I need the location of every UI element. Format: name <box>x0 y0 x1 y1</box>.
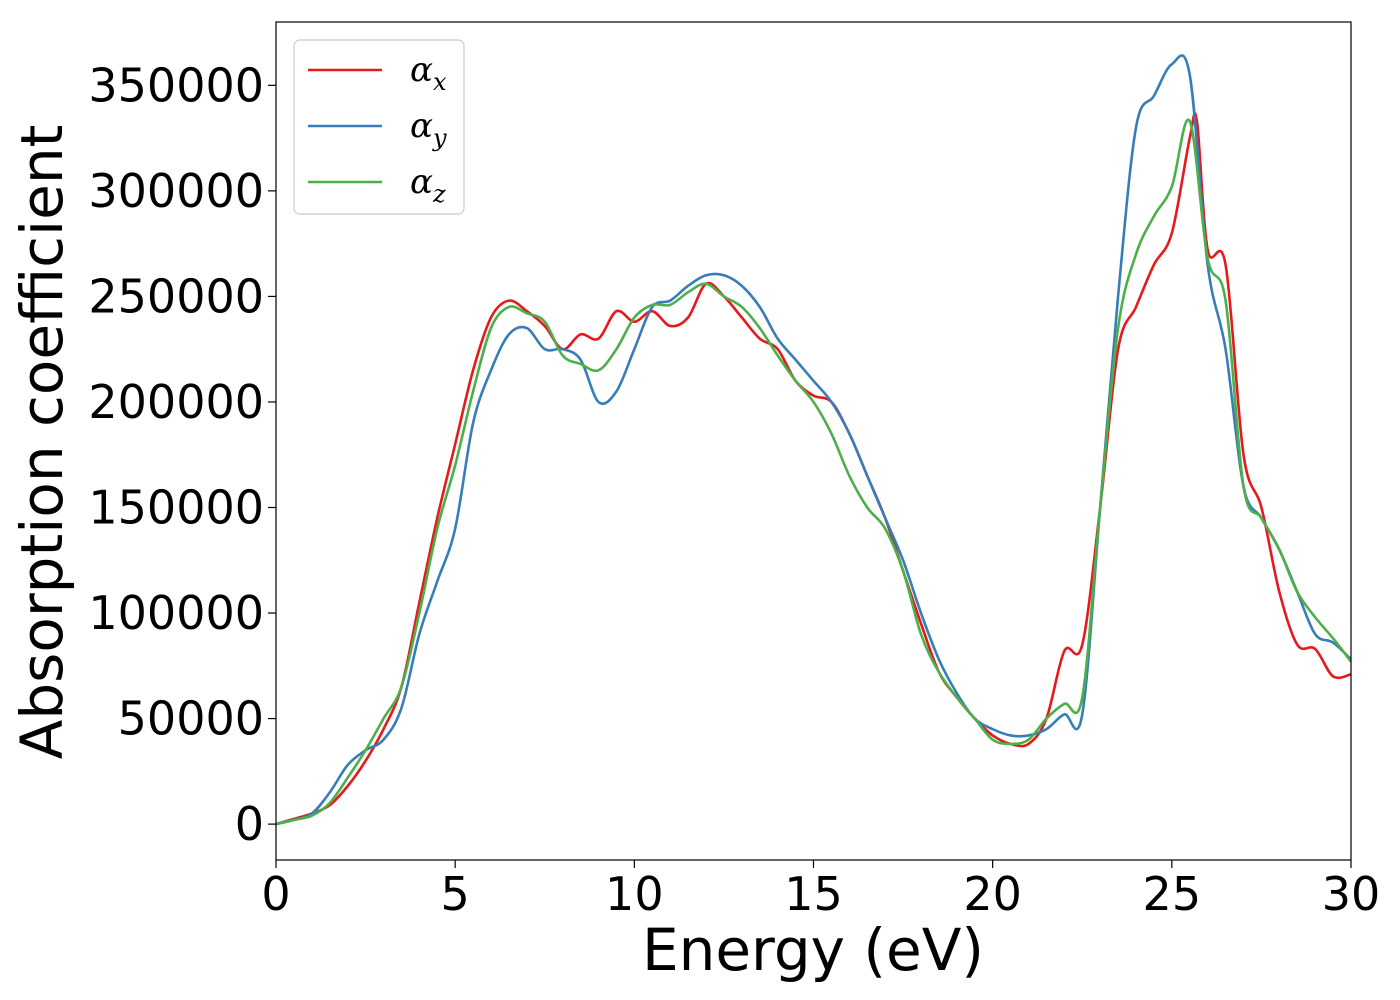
y-tick-label: 200000 <box>88 375 264 429</box>
x-axis-ticks: 0 5 10 15 20 25 30 <box>261 860 1380 921</box>
series-line-y <box>276 54 1351 826</box>
x-tick-label: 0 <box>261 867 290 921</box>
series-line-z <box>276 118 1351 826</box>
y-tick-label: 300000 <box>88 164 264 218</box>
plot-frame <box>275 21 1352 861</box>
legend-label-x: αx <box>410 50 447 96</box>
x-tick-label: 10 <box>605 867 664 921</box>
legend-label-y: αy <box>410 106 447 152</box>
series-layer <box>276 54 1351 826</box>
x-tick-label: 25 <box>1143 867 1202 921</box>
y-tick-label: 100000 <box>88 586 264 640</box>
legend-label-z: αz <box>410 162 446 208</box>
legend: αx αy αz <box>293 39 465 215</box>
y-axis-title: Absorption coefficient <box>8 125 76 760</box>
x-tick-label: 20 <box>963 867 1022 921</box>
x-tick-label: 5 <box>441 867 470 921</box>
y-tick-label: 250000 <box>88 269 264 323</box>
y-axis-ticks: 0 50000 100000 150000 200000 250000 300000 3500… <box>88 58 276 851</box>
y-tick-label: 150000 <box>88 480 264 534</box>
x-tick-label: 15 <box>784 867 843 921</box>
y-tick-label: 0 <box>235 797 264 851</box>
x-axis-title: Energy (eV) <box>642 916 984 984</box>
y-tick-label: 50000 <box>118 692 264 746</box>
x-tick-label: 30 <box>1322 867 1381 921</box>
series-line-x <box>276 112 1351 826</box>
y-tick-label: 350000 <box>88 58 264 112</box>
